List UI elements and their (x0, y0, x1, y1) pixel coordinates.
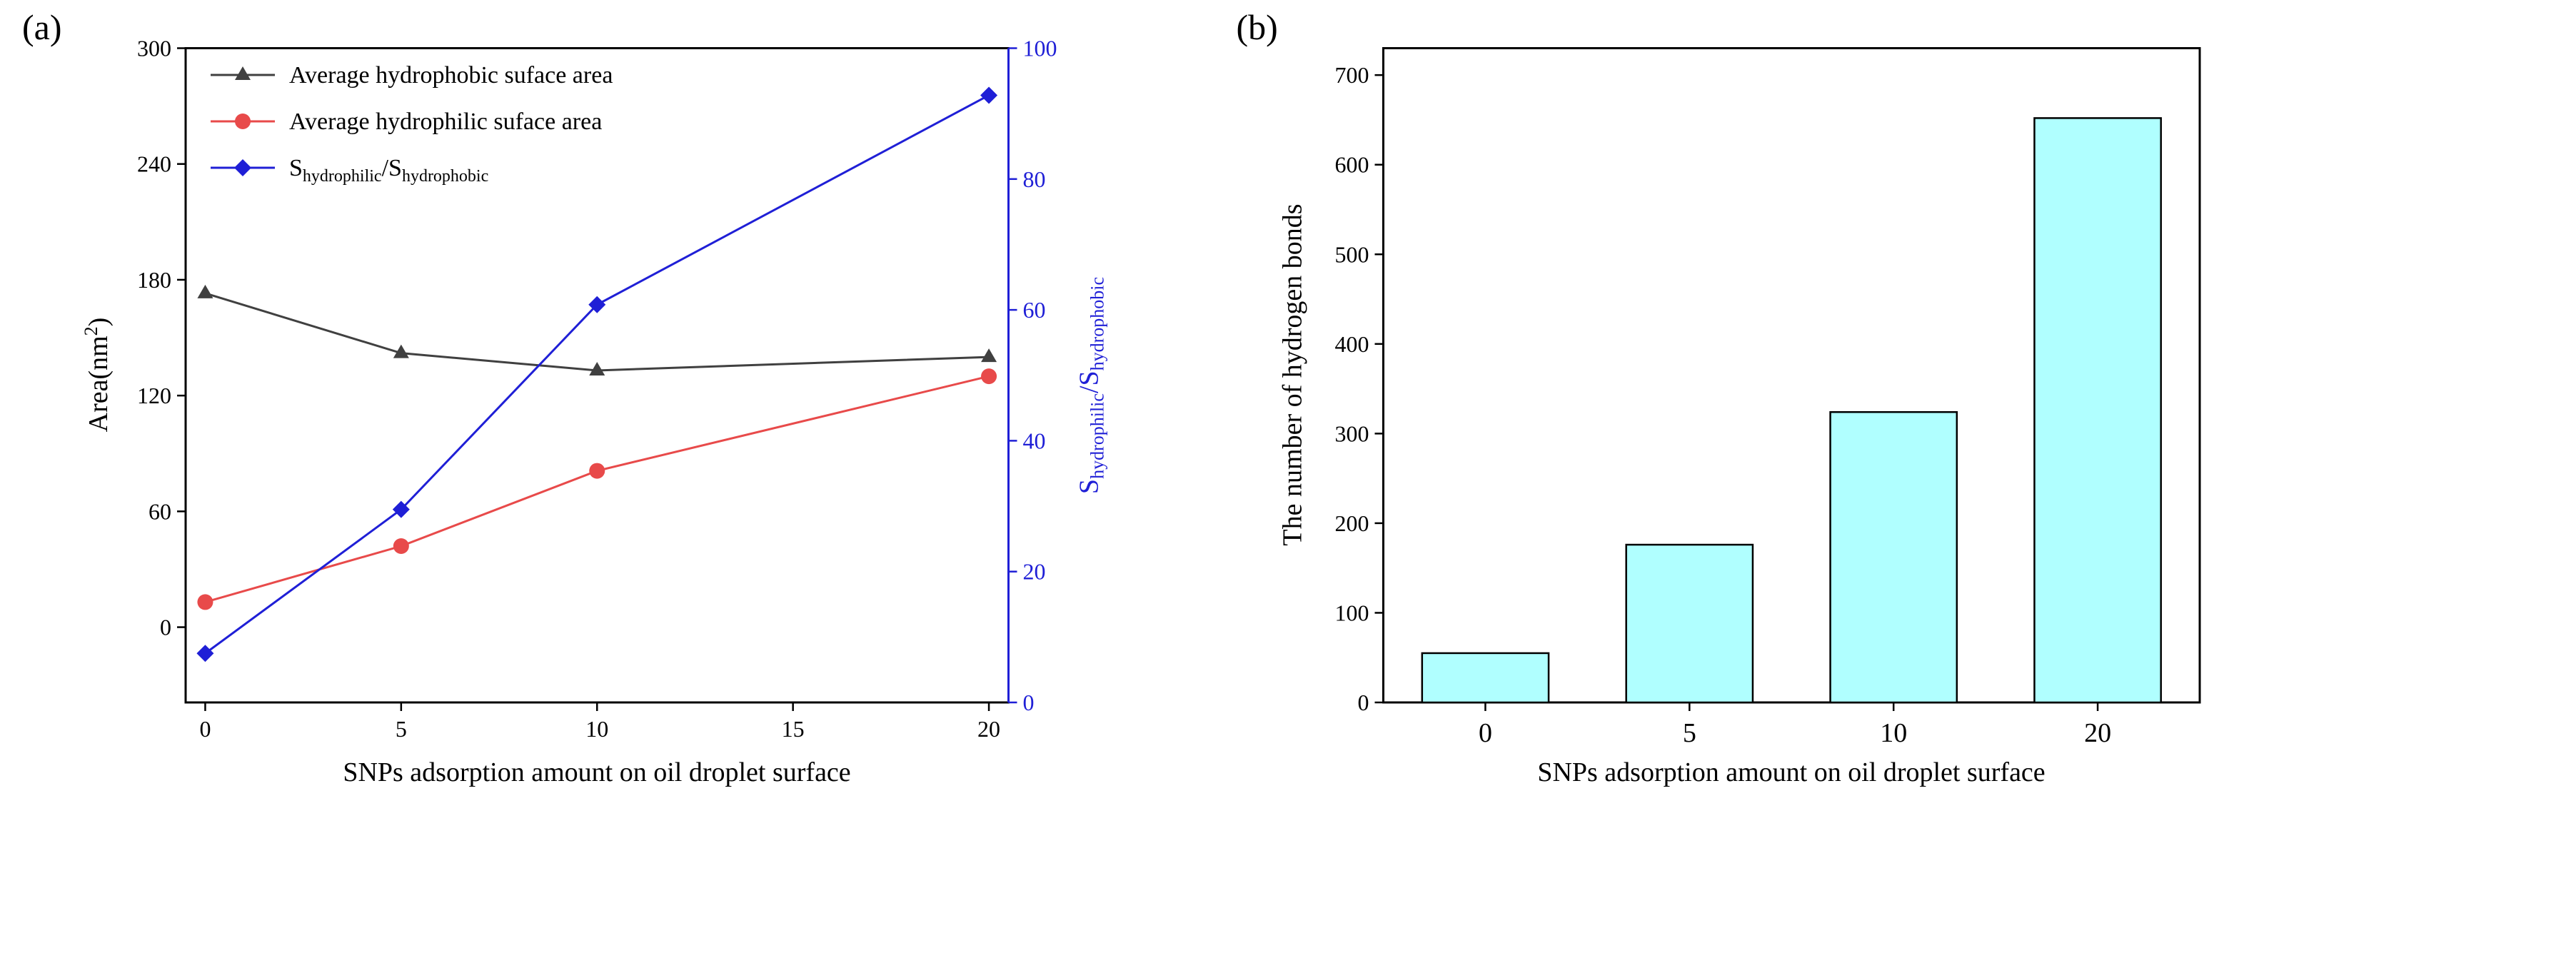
x-tick-label: 20 (977, 716, 1000, 742)
panel-b-y-axis-title: The number of hydrogen bonds (1278, 203, 1308, 545)
triangle-marker (589, 361, 605, 375)
y2-tick-label: 20 (1023, 559, 1046, 585)
circle-marker (197, 594, 213, 610)
x-tick-label: 20 (2084, 718, 2111, 748)
x-tick-label: 0 (1479, 718, 1492, 748)
diamond-marker (196, 645, 214, 662)
legend-label-hydrophilic: Average hydrophilic suface area (289, 109, 602, 135)
panel-a-x-axis-title: SNPs adsorption amount on oil droplet su… (343, 757, 850, 787)
panel-a-y-ticks: 0 60 120 180 240 300 (137, 36, 186, 640)
panel-b-y-ticks: 0 100 200 300 400 500 600 700 (1335, 62, 1384, 715)
triangle-marker (393, 344, 409, 358)
panel-a-y2-ticks: 0 20 40 60 80 100 (1008, 36, 1057, 715)
x-tick-label: 15 (782, 716, 805, 742)
y-tick-label: 700 (1335, 62, 1369, 88)
legend-circle-marker (235, 114, 251, 129)
y-tick-label: 500 (1335, 241, 1369, 267)
y-tick-label: 120 (137, 383, 171, 408)
series-line-1 (205, 375, 990, 603)
panel-a-y2-axis-title: Shydrophilic/Shydrophobic (1075, 277, 1108, 494)
panel-a-series-markers (196, 86, 998, 662)
y-tick-label: 400 (1335, 331, 1369, 357)
y-tick-label: 60 (149, 498, 171, 524)
y-tick-label: 600 (1335, 152, 1369, 178)
legend-label-ratio: Shydrophilic/Shydrophobic (289, 155, 488, 186)
x-tick-label: 10 (1880, 718, 1907, 748)
y-tick-label: 100 (1335, 600, 1369, 625)
y-tick-label: 180 (137, 267, 171, 293)
diamond-marker (980, 86, 998, 104)
x-tick-label: 10 (585, 716, 608, 742)
diamond-marker (392, 500, 410, 518)
circle-marker (589, 463, 605, 479)
panel-a-legend: Average hydrophobic suface area Average … (211, 62, 613, 186)
panel-a-label: (a) (22, 7, 62, 47)
y-tick-label: 300 (1335, 420, 1369, 446)
y-tick-label: 240 (137, 151, 171, 177)
y-tick-label: 0 (160, 615, 171, 640)
panel-b-x-axis-title: SNPs adsorption amount on oil droplet su… (1537, 757, 2045, 787)
triangle-marker (197, 284, 213, 298)
circle-marker (981, 368, 997, 385)
legend-label-hydrophobic: Average hydrophobic suface area (289, 62, 613, 89)
y2-tick-label: 0 (1023, 690, 1035, 715)
bar-5 (1625, 543, 1754, 704)
x-tick-label: 5 (1683, 718, 1696, 748)
y-tick-label: 0 (1358, 690, 1369, 715)
panel-b-x-ticks: 0 5 10 20 (1479, 702, 2111, 748)
panel-b-bars (1421, 117, 2162, 704)
panel-a: (a) 0 5 10 15 20 0 60 120 180 240 300 0 20 40 60 80 10… (22, 7, 1108, 787)
panel-a-series-lines (204, 94, 990, 655)
circle-marker (393, 538, 409, 555)
x-tick-label: 0 (199, 716, 211, 742)
legend-triangle-marker (235, 66, 251, 80)
panel-b: (b) 0 100 200 300 400 500 600 700 0 5 10 20 SNPs a… (1237, 7, 2201, 787)
y2-tick-label: 100 (1023, 36, 1057, 61)
series-line-0 (205, 292, 990, 372)
series-line-2 (204, 94, 990, 655)
y-tick-label: 300 (137, 36, 171, 61)
panel-a-y-axis-title: Area(nm2) (81, 318, 114, 433)
y2-tick-label: 40 (1023, 428, 1046, 453)
panel-b-label: (b) (1237, 7, 1278, 47)
legend-diamond-marker (234, 159, 251, 176)
triangle-marker (981, 348, 997, 363)
x-tick-label: 5 (396, 716, 407, 742)
diamond-marker (588, 296, 606, 313)
y2-tick-label: 60 (1023, 297, 1046, 323)
panel-b-plot-frame (1382, 47, 2201, 704)
bar-20 (2033, 117, 2162, 704)
y2-tick-label: 80 (1023, 166, 1046, 192)
panel-a-x-ticks: 0 5 10 15 20 (199, 702, 1000, 742)
bar-10 (1829, 410, 1958, 704)
bar-0 (1421, 652, 1550, 704)
y-tick-label: 200 (1335, 510, 1369, 536)
